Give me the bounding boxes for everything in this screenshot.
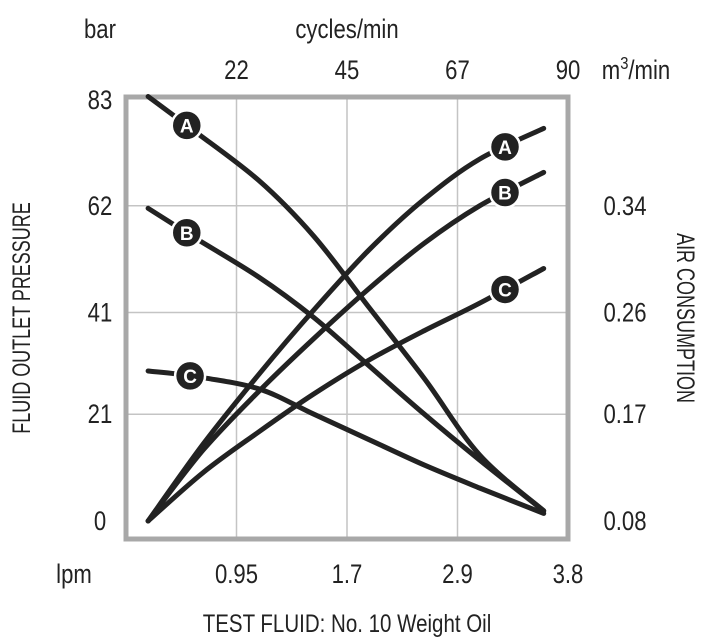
series-curve-pressure-a: [145, 94, 547, 514]
badge-circle: [170, 109, 204, 142]
badge-circle: [488, 273, 522, 306]
bottom-axis-ticks: 0.95 1.7 2.9 3.8: [215, 560, 583, 590]
bottom-tick-label: 3.8: [553, 560, 584, 590]
right-tick-label: 0.17: [603, 400, 646, 430]
right-axis-unit-base: m: [602, 56, 620, 86]
badge-circle: [488, 130, 522, 164]
right-axis-unit-tail: /min: [628, 56, 670, 86]
badge-letter: B: [180, 224, 194, 245]
right-tick-label: 0.34: [603, 192, 646, 222]
left-axis-ticks: 83 62 41 21 0: [88, 86, 113, 537]
right-axis-unit-sup: 3: [620, 54, 628, 74]
right-tick-label: 0.08: [603, 507, 646, 537]
right-axis-ticks: 0.34 0.26 0.17 0.08: [603, 192, 646, 537]
right-axis-title: AIR CONSUMPTION: [671, 233, 700, 403]
badge-letter: C: [498, 280, 512, 301]
series-curve-air-c: [145, 266, 547, 524]
badge-letter: C: [183, 367, 197, 388]
bottom-tick-label: 0.95: [215, 560, 258, 590]
series-badge-a: A: [170, 109, 204, 142]
bottom-tick-label: 2.9: [442, 560, 473, 590]
badge-letter: A: [180, 116, 194, 137]
test-fluid-caption: TEST FLUID: No. 10 Weight Oil: [203, 609, 492, 637]
series-curves: [145, 94, 547, 524]
bottom-tick-label: 1.7: [332, 560, 363, 590]
badge-circle: [170, 216, 204, 250]
top-tick-label: 45: [335, 56, 360, 86]
left-axis-title: FLUID OUTLET PRESSURE: [7, 202, 36, 434]
plot-frame: [123, 94, 571, 542]
series-curve-air-a: [145, 125, 547, 524]
series-badge-b: B: [170, 216, 204, 250]
top-axis-unit: cycles/min: [295, 15, 398, 45]
left-tick-label: 83: [88, 86, 113, 116]
top-tick-label: 90: [556, 56, 581, 86]
series-badge-b: B: [488, 176, 522, 209]
series-badges: A B C A B C: [170, 109, 522, 393]
top-axis-ticks: 22 45 67 90: [224, 56, 580, 86]
left-tick-label: 62: [88, 192, 113, 222]
series-badge-c: C: [173, 359, 207, 393]
left-tick-label: 41: [88, 299, 113, 329]
badge-letter: B: [498, 184, 512, 205]
series-curve-air-b: [145, 169, 547, 524]
grid: [126, 97, 568, 539]
left-tick-label: 0: [94, 507, 106, 537]
series-curve-pressure-b: [145, 205, 547, 514]
badge-circle: [173, 359, 207, 393]
right-tick-label: 0.26: [603, 299, 646, 329]
top-tick-label: 22: [224, 56, 249, 86]
bottom-axis-unit: lpm: [56, 560, 92, 590]
series-badge-a: A: [488, 130, 522, 164]
badge-letter: A: [498, 138, 512, 159]
top-tick-label: 67: [445, 56, 470, 86]
right-axis-unit: m3/min: [602, 54, 670, 86]
left-tick-label: 21: [88, 400, 113, 430]
left-axis-unit: bar: [84, 15, 116, 45]
series-badge-c: C: [488, 273, 522, 306]
badge-circle: [488, 176, 522, 209]
